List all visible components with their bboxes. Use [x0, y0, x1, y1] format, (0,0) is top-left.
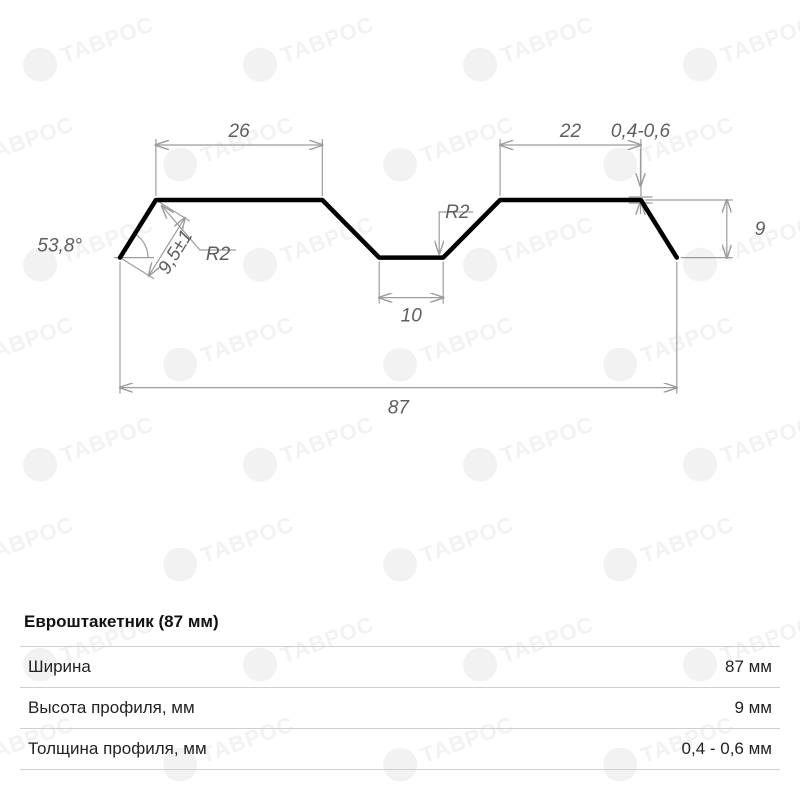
spec-value: 0,4 - 0,6 мм [682, 739, 772, 759]
spec-label: Ширина [28, 657, 91, 677]
svg-text:26: 26 [228, 121, 251, 142]
svg-text:9: 9 [755, 219, 766, 240]
spec-row: Толщина профиля, мм 0,4 - 0,6 мм [20, 728, 780, 770]
spec-table: Евроштакетник (87 мм) Ширина 87 мм Высот… [20, 602, 780, 770]
svg-text:R2: R2 [445, 202, 470, 223]
spec-value: 9 мм [734, 698, 772, 718]
spec-title: Евроштакетник (87 мм) [20, 602, 780, 646]
svg-text:53,8°: 53,8° [37, 236, 82, 257]
spec-label: Толщина профиля, мм [28, 739, 207, 759]
profile-diagram: 26 22 10 87 9 0,4-0,6 9,5±1 53,8° R2 R2 [0, 0, 800, 520]
spec-label: Высота профиля, мм [28, 698, 195, 718]
svg-text:0,4-0,6: 0,4-0,6 [611, 121, 671, 142]
svg-text:10: 10 [401, 306, 423, 327]
svg-text:22: 22 [559, 121, 582, 142]
svg-text:R2: R2 [206, 244, 231, 265]
svg-text:9,5±1: 9,5±1 [154, 227, 197, 278]
spec-row: Ширина 87 мм [20, 646, 780, 687]
diagram-svg: 26 22 10 87 9 0,4-0,6 9,5±1 53,8° R2 R2 [0, 0, 800, 520]
svg-text:87: 87 [388, 398, 411, 419]
spec-value: 87 мм [725, 657, 772, 677]
spec-row: Высота профиля, мм 9 мм [20, 687, 780, 728]
